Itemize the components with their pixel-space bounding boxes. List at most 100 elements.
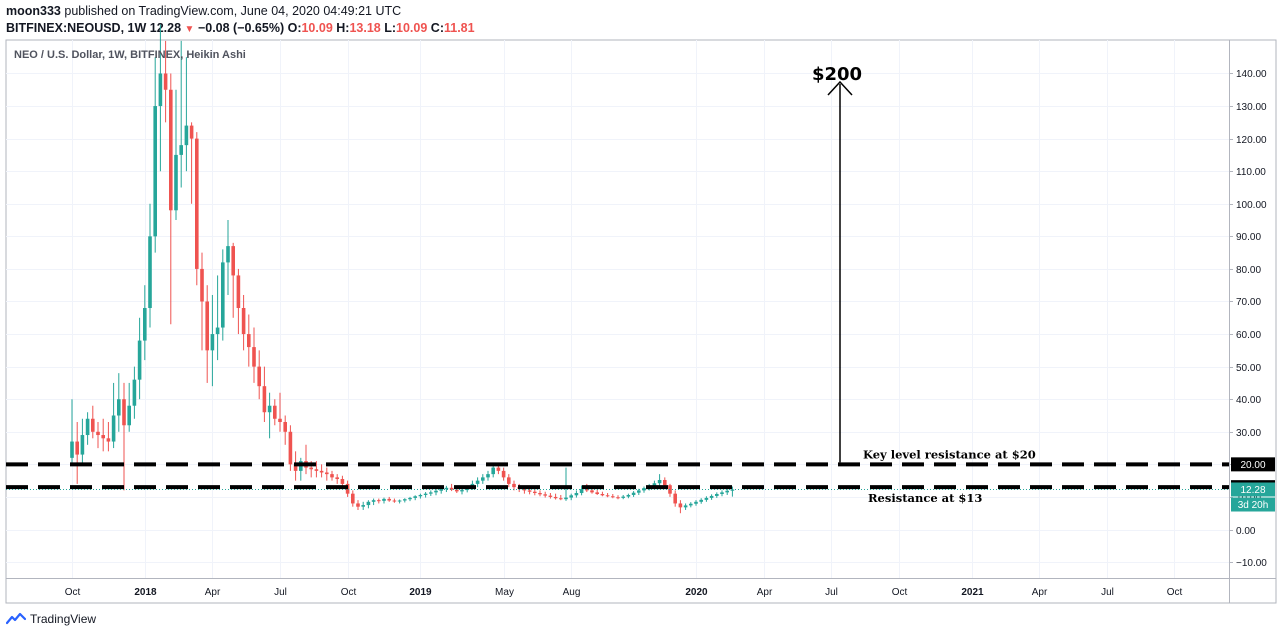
candle (512, 480, 516, 491)
candle-body (616, 497, 620, 499)
time-tick-label: 2018 (134, 587, 157, 598)
candle (132, 366, 137, 419)
candle-body (283, 422, 287, 432)
candle (678, 500, 683, 514)
countdown-label: 3d 20h (1238, 500, 1269, 511)
current-price-tag (1231, 482, 1275, 497)
candle-body (356, 503, 360, 507)
time-axis[interactable]: Oct 2018 Apr Jul Oct 2019 May Aug 2020 Apr Jul Oct 2… (65, 587, 1183, 598)
tradingview-brand[interactable]: TradingView (30, 612, 97, 626)
candle (408, 496, 412, 502)
candle-body (163, 73, 168, 90)
candle-body (564, 497, 568, 500)
price-tick-label: 50.00 (1236, 363, 1261, 374)
time-tick-label: Jul (274, 587, 287, 598)
candle (195, 132, 199, 286)
candle-body (335, 477, 339, 480)
candle (127, 382, 131, 432)
candle-body (96, 431, 100, 436)
candle (418, 493, 423, 499)
price-tick-label: 90.00 (1236, 232, 1261, 243)
candle-body (507, 477, 511, 484)
price-tick-label: 110.00 (1236, 167, 1266, 178)
candle-body (267, 405, 272, 413)
candle-body (611, 496, 615, 498)
price-tick-label: 70.00 (1236, 297, 1261, 308)
candle-body (80, 435, 85, 455)
candle (169, 73, 173, 325)
candle (200, 252, 204, 351)
candle (273, 399, 277, 426)
candle-body (652, 483, 657, 486)
candle (221, 249, 225, 341)
chart-header: moon333 published on TradingView.com, Ju… (6, 0, 1276, 38)
candle (730, 486, 735, 497)
candle-body (522, 488, 527, 491)
low-value: 10.09 (396, 21, 428, 35)
candle (184, 57, 189, 172)
candle-body (574, 493, 579, 496)
current-price-label: 12.28 (1240, 485, 1265, 496)
price-tick-label: 40.00 (1236, 395, 1261, 406)
candle (538, 490, 542, 497)
candle (215, 275, 220, 361)
last-price: 12.28 (149, 21, 182, 35)
candle (595, 489, 599, 495)
candle-body (236, 275, 241, 309)
low-label: L: (384, 21, 397, 35)
candle-body (408, 497, 412, 500)
author-name[interactable]: moon333 (6, 4, 61, 18)
candle-body (195, 138, 199, 269)
candle (709, 494, 714, 500)
time-tick-label: Jul (1101, 587, 1114, 598)
candle (683, 503, 688, 510)
candle (397, 499, 402, 504)
annotation-target-200: $200 (812, 64, 862, 85)
candle-body (460, 490, 464, 492)
candle-body (590, 490, 594, 493)
candle-body (481, 477, 485, 481)
candle-body (533, 491, 537, 494)
candle-body (709, 495, 714, 498)
candle (543, 491, 547, 498)
candle-body (673, 493, 677, 504)
candle (371, 498, 376, 506)
candle-body (444, 487, 449, 490)
change-down-icon: ▼ (184, 24, 195, 35)
candle-body (366, 501, 371, 506)
candle (299, 457, 303, 481)
candle-body (257, 366, 261, 387)
price-tick-label: 80.00 (1236, 265, 1261, 276)
candle (143, 285, 147, 361)
candle-body (221, 262, 225, 328)
candle-body (319, 470, 324, 473)
candle-body (631, 492, 636, 495)
candle (449, 483, 454, 492)
candle (413, 495, 417, 501)
candle-body (132, 379, 137, 406)
candle-body (226, 246, 230, 263)
candle-body (106, 438, 111, 442)
candle (80, 418, 85, 465)
candle (189, 122, 194, 204)
candle-body (621, 496, 625, 498)
candle-body (626, 494, 631, 497)
candle (304, 444, 308, 475)
price-tick-label: 130.00 (1236, 102, 1267, 113)
candle (247, 314, 251, 367)
level-price-label: 20.00 (1240, 460, 1265, 471)
candle-body (241, 308, 246, 335)
candle (605, 493, 610, 498)
candle (657, 474, 662, 486)
candle (137, 317, 142, 400)
candle-body (392, 500, 397, 502)
price-tick-label: −10.00 (1236, 558, 1267, 569)
price-tick-label: 60.00 (1236, 330, 1261, 341)
candle-body (210, 334, 215, 351)
candle (106, 422, 111, 452)
candle (475, 477, 480, 488)
time-tick-label: Oct (892, 587, 908, 598)
candle-body (663, 479, 667, 486)
candle-body (273, 405, 277, 419)
